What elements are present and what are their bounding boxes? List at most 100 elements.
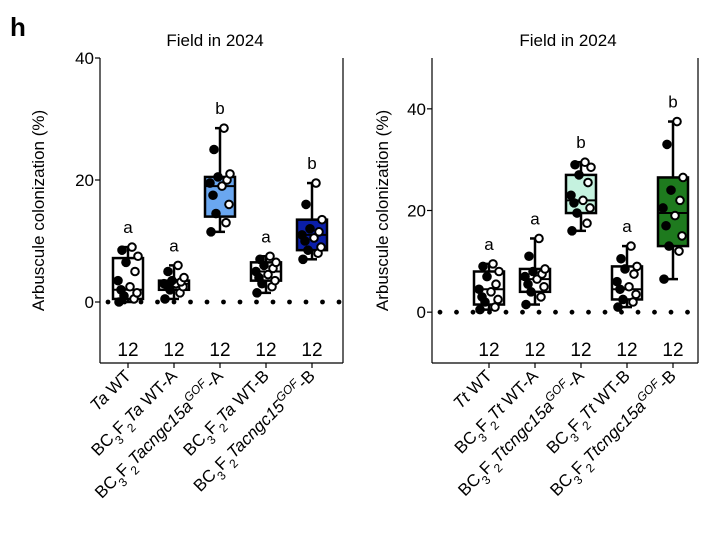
y-tick-label: 20	[407, 202, 426, 221]
data-point	[305, 224, 315, 234]
sample-size-label: 12	[117, 340, 138, 361]
data-point	[482, 271, 492, 282]
data-point	[488, 259, 498, 269]
data-point	[314, 227, 324, 237]
zero-reference-dot	[668, 309, 674, 315]
data-point	[528, 266, 538, 277]
zero-reference-dot	[105, 299, 111, 305]
sample-size-label: 12	[662, 340, 683, 361]
data-point	[205, 178, 215, 188]
data-point	[208, 190, 218, 201]
data-point	[567, 226, 577, 236]
sample-size-label: 12	[616, 340, 637, 361]
data-point	[251, 266, 261, 277]
data-point	[121, 257, 131, 268]
zero-reference-dot	[204, 299, 210, 305]
zero-reference-dot	[569, 309, 575, 315]
sample-size-label: 12	[209, 340, 230, 361]
data-point	[133, 251, 143, 262]
significance-letter: b	[307, 154, 316, 173]
data-point	[666, 185, 676, 195]
data-point	[206, 227, 216, 237]
data-point	[316, 242, 326, 252]
data-point	[628, 297, 638, 307]
data-point	[536, 292, 546, 302]
label-prefix: BC	[546, 470, 576, 500]
data-point	[672, 116, 682, 127]
data-point	[664, 241, 674, 251]
label-prefix: BC	[88, 430, 118, 460]
data-point	[493, 294, 503, 305]
chart-title: Field in 2024	[166, 31, 263, 50]
data-point	[534, 233, 544, 244]
significance-letter: a	[484, 235, 494, 254]
data-point	[523, 279, 533, 290]
sample-size-label: 12	[301, 340, 322, 361]
data-point	[160, 294, 170, 304]
data-point	[585, 203, 595, 213]
data-point	[486, 287, 496, 297]
data-point	[163, 266, 173, 277]
data-point	[520, 271, 530, 282]
zero-reference-dot	[270, 299, 276, 305]
data-point	[159, 278, 169, 289]
chart-panel-left: Field in 2024 0 20 40 Arbuscule colonization…	[29, 31, 344, 502]
zero-reference-dot	[287, 299, 292, 305]
data-point	[570, 159, 580, 170]
data-point	[583, 177, 593, 188]
data-point	[569, 198, 579, 208]
data-point	[626, 241, 636, 251]
data-point	[574, 170, 584, 180]
data-point	[217, 181, 227, 191]
data-point	[659, 274, 669, 284]
data-point	[125, 281, 135, 292]
data-point	[255, 254, 265, 265]
data-point	[618, 294, 628, 305]
data-point	[524, 251, 534, 262]
data-point	[632, 261, 642, 272]
sample-size-label: 12	[255, 340, 276, 361]
significance-letter: a	[169, 236, 179, 255]
data-point	[219, 123, 229, 133]
data-point	[615, 284, 625, 295]
zero-reference-dot	[138, 299, 144, 305]
data-point	[629, 269, 639, 279]
zero-reference-dot	[303, 299, 309, 305]
data-point	[580, 157, 590, 168]
y-tick-label: 40	[75, 49, 94, 68]
data-point	[566, 190, 576, 201]
zero-reference-dot	[320, 299, 325, 305]
data-point	[117, 245, 127, 255]
zero-reference-dot	[155, 299, 160, 305]
data-point	[678, 172, 688, 183]
sample-size-label: 12	[524, 340, 545, 361]
y-tick-label: 20	[75, 171, 94, 190]
zero-reference-dot	[221, 299, 226, 305]
zero-reference-dot	[454, 309, 459, 315]
y-tick-label: 40	[407, 100, 426, 119]
panel-label: h	[10, 12, 26, 42]
zero-reference-dot	[553, 309, 558, 315]
significance-letter: a	[622, 217, 632, 236]
data-point	[539, 281, 549, 292]
zero-reference-dot	[487, 309, 492, 315]
data-point	[221, 217, 231, 228]
zero-reference-dot	[652, 309, 657, 315]
data-point	[297, 230, 307, 240]
zero-reference-dot	[685, 309, 690, 315]
data-point	[303, 245, 313, 255]
y-axis-label: Arbuscule colonization (%)	[373, 110, 392, 311]
data-point	[173, 260, 183, 271]
sample-size-label: 12	[570, 340, 591, 361]
data-point	[167, 275, 177, 286]
data-point	[113, 275, 123, 286]
zero-reference-dot	[437, 309, 443, 315]
data-point	[616, 253, 626, 264]
label-prefix: BC	[454, 470, 484, 500]
data-point	[179, 272, 189, 283]
data-point	[661, 220, 671, 231]
data-point	[521, 299, 531, 310]
label-prefix: BC	[451, 427, 481, 457]
data-point	[674, 246, 684, 256]
